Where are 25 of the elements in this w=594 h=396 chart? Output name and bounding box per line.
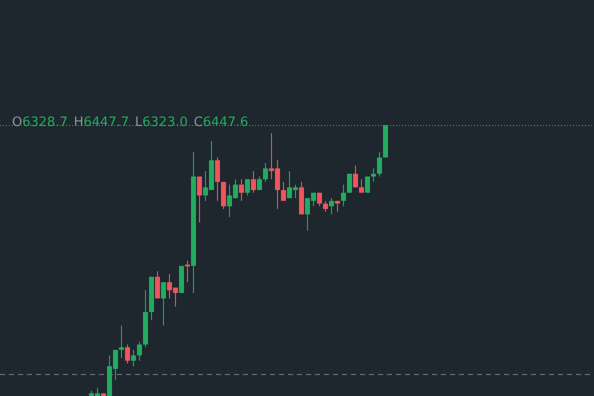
candlestick bbox=[323, 200, 328, 212]
candlestick bbox=[245, 178, 250, 196]
candlestick bbox=[155, 270, 160, 299]
candlestick bbox=[359, 178, 364, 194]
candlestick bbox=[251, 170, 256, 194]
candlestick bbox=[341, 184, 346, 207]
annotation: C6447.6 bbox=[194, 115, 248, 130]
candlestick bbox=[125, 344, 130, 364]
candlestick bbox=[215, 157, 220, 202]
candlestick bbox=[263, 162, 268, 182]
candlestick bbox=[329, 198, 334, 215]
candlestick bbox=[197, 176, 202, 224]
candlestick bbox=[185, 260, 190, 283]
candlestick bbox=[281, 181, 286, 202]
candlestick bbox=[377, 152, 382, 177]
candlestick bbox=[371, 168, 376, 182]
candlestick bbox=[137, 341, 142, 362]
candlestick bbox=[131, 349, 136, 367]
candlestick bbox=[317, 192, 322, 207]
candlestick bbox=[119, 325, 124, 359]
candlestick bbox=[239, 178, 244, 202]
candlestick bbox=[257, 176, 262, 191]
annotation: H6447.7 bbox=[74, 115, 130, 130]
candlestick bbox=[353, 165, 358, 188]
candlestick bbox=[161, 282, 166, 326]
